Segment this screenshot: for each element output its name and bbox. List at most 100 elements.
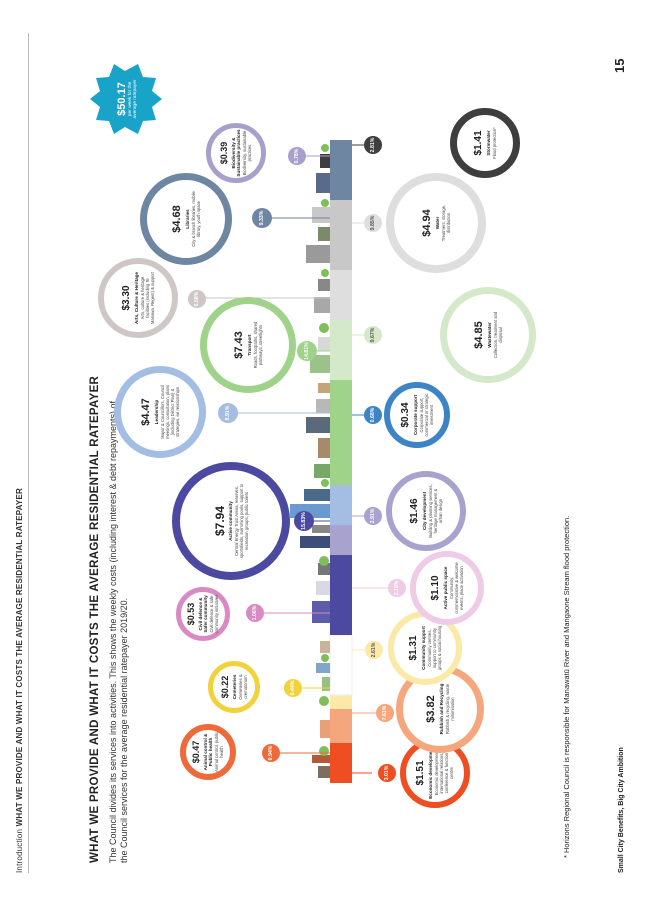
circle-active-public-space: $1.10 Active public space Community, com… <box>410 551 484 625</box>
activity-name: Water <box>434 216 440 230</box>
activity-desc: Civil defence & safe community initiativ… <box>209 594 219 634</box>
band-cemeteries <box>329 634 353 696</box>
band-transport <box>330 380 352 485</box>
band-libraries <box>330 200 352 270</box>
activity-desc: Flood protection* <box>491 127 497 159</box>
band-stormwater <box>330 140 352 200</box>
amount: $4.68 <box>170 205 183 233</box>
pct-wastewater: 9.67% <box>364 326 382 344</box>
amount: $1.10 <box>429 575 441 601</box>
pct-cemeteries: 0.44% <box>284 679 302 697</box>
activity-name: Rubbish and Recycling <box>438 683 444 735</box>
activity-name: Transport <box>246 334 252 356</box>
activity-name: Cemeteries <box>231 674 237 700</box>
circle-cemeteries: $0.22 Cemeteries Cemeteries & crematoriu… <box>208 661 260 713</box>
activity-name: Libraries <box>184 209 190 229</box>
activity-name: Biodiversity & Sustainable practices <box>231 129 241 177</box>
amount: $0.34 <box>399 402 411 428</box>
activity-name: Stormwater <box>485 130 491 156</box>
pct-city-development: 2.91% <box>364 507 382 525</box>
footnote: * Horizons Regional Council is responsib… <box>562 515 571 858</box>
band-community <box>330 695 352 709</box>
trees <box>319 144 329 756</box>
activity-desc: Treatment, storage, distribution <box>440 204 451 242</box>
circle-water: $4.94 Water Treatment, storage, distribu… <box>386 173 486 273</box>
pct-active-community: 15.83% <box>294 511 314 531</box>
amount: $3.30 <box>120 285 132 311</box>
pct-leadership: 8.91% <box>218 403 238 423</box>
pct-rubbish: 7.61% <box>376 704 394 722</box>
circle-leadership: $4.47 Leadership Mayor & Councillors, Co… <box>114 366 206 458</box>
activity-desc: Corporate support, commercial or strateg… <box>418 393 434 437</box>
amount: $0.53 <box>186 602 196 626</box>
activity-name: Wastewater <box>486 322 492 348</box>
footer-title: Small City Benefits, Big City Ambition <box>618 747 625 873</box>
activity-name: Active public space <box>442 566 448 610</box>
amount: $4.85 <box>472 321 485 349</box>
activity-name: Corporate support <box>412 394 418 436</box>
activity-name: Animal control & Public health <box>203 733 213 771</box>
pct-corporate-support: 0.68% <box>364 406 382 424</box>
amount: $4.94 <box>420 209 433 237</box>
band-rubbish <box>330 709 352 743</box>
pct-libraries: 9.33% <box>252 208 272 228</box>
activity-name: Community support <box>420 626 426 670</box>
amount: $3.82 <box>424 695 437 723</box>
circle-arts-culture: $3.30 Arts, Culture & Heritage Arts, cul… <box>98 258 178 338</box>
circle-corporate-support: $0.34 Corporate support Corporate suppor… <box>384 382 450 448</box>
circle-city-development: $1.46 City development Building & planni… <box>386 471 466 551</box>
activity-desc: Economic development, international rela… <box>434 750 454 796</box>
amount: $7.94 <box>212 505 227 537</box>
pct-civil-defence: 1.06% <box>246 604 264 622</box>
pct-active-public-space: 2.19% <box>388 579 406 597</box>
activity-desc: Collection, treatment and disposal <box>492 311 503 359</box>
circle-transport: $7.43 Transport Roads, footpaths, shared… <box>200 297 296 393</box>
circle-animal-control: $0.47 Animal control & Public health Ani… <box>180 724 236 780</box>
band-economic <box>330 743 352 783</box>
connector-lines <box>195 144 400 774</box>
amount: $7.43 <box>232 331 245 359</box>
activity-desc: Community, commemorative & welcome event… <box>448 562 464 614</box>
circle-active-community: $7.94 Active community Central Energy Tr… <box>172 462 290 580</box>
amount: $0.39 <box>219 141 229 165</box>
activity-desc: Biodiversity, sustainable practices <box>242 130 252 176</box>
activity-name: Arts, Culture & Heritage <box>133 271 139 325</box>
band-active-community <box>330 555 352 635</box>
band-city-dev <box>330 525 352 555</box>
activity-desc: Cemeteries & crematorium <box>237 674 248 700</box>
amount: $1.31 <box>407 635 419 661</box>
amount: $0.22 <box>219 675 230 699</box>
activity-desc: City & branch libraries, mobile library,… <box>190 191 201 247</box>
pct-biodiversity: 0.78% <box>288 147 306 165</box>
total-badge: $50.17 per week for the average ratepaye… <box>88 60 166 138</box>
activity-name: Economic development <box>428 747 433 799</box>
amount: $1.51 <box>415 760 426 786</box>
amount: $4.47 <box>139 398 152 426</box>
page-number: 15 <box>612 58 627 73</box>
activity-desc: Animal control, public health <box>214 732 224 772</box>
circle-stormwater: $1.41 Stormwater Flood protection* <box>450 108 520 178</box>
activity-desc: Community centres, support to community … <box>426 625 442 671</box>
total-label: per week for the average ratepayer <box>127 79 139 119</box>
badge-burst-icon <box>90 64 162 134</box>
pct-stormwater: 2.81% <box>364 136 382 154</box>
pct-economic: 3.01% <box>378 764 396 782</box>
activity-desc: Arts, culture & heritage facilities (inc… <box>139 271 155 325</box>
band-water <box>330 270 352 320</box>
amount: $1.46 <box>408 498 420 524</box>
activity-name: Civil defence & Safer community <box>198 595 208 633</box>
total-badge-text: $50.17 per week for the average ratepaye… <box>88 60 166 138</box>
amount: $1.41 <box>472 130 484 156</box>
circle-civil-defence: $0.53 Civil defence & Safer community Ci… <box>176 587 230 641</box>
activity-desc: Central Energy Trust Arena, reserves, sp… <box>233 483 249 559</box>
activity-desc: Rubbish & recycling, waste minimisation <box>444 683 455 735</box>
circle-wastewater: $4.85 Wastewater Collection, treatment a… <box>440 287 536 383</box>
activity-desc: Building & planning services, heritage m… <box>427 484 443 538</box>
activity-desc: Roads, footpaths, shared pathways, stree… <box>252 321 263 369</box>
total-amount: $50.17 <box>115 82 128 116</box>
pct-arts-culture: 6.58% <box>188 290 206 308</box>
pct-community: 2.61% <box>365 641 383 659</box>
